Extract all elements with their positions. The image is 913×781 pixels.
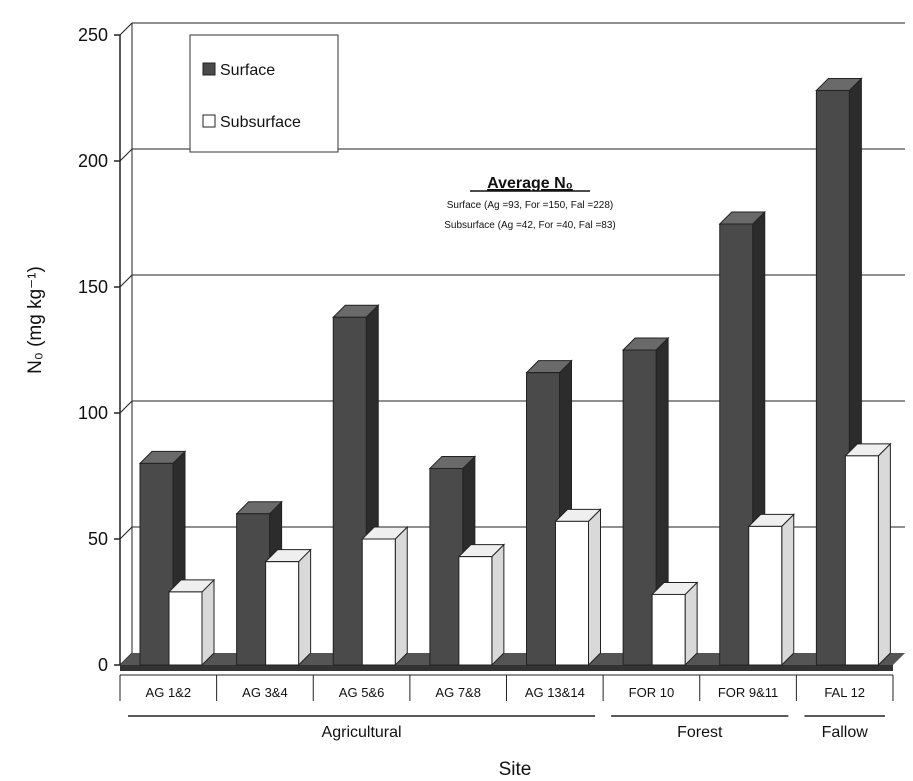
x-tick-label: AG 7&8: [435, 685, 481, 700]
annotation-line-surface: Surface (Ag =93, For =150, Fal =228): [447, 200, 613, 211]
floor-front: [120, 665, 893, 671]
bar-front: [651, 593, 686, 666]
bar-subsurface: [457, 543, 506, 667]
legend-label-surface: Surface: [220, 62, 275, 79]
floor-top: [120, 653, 905, 665]
x-tick-label: AG 1&2: [146, 685, 192, 700]
grid-diagonal: [119, 148, 133, 162]
bar-subsurface: [747, 513, 795, 667]
x-tick-label: FOR 10: [629, 685, 675, 700]
legend-label-subsurface: Subsurface: [220, 114, 301, 131]
x-axis-title: Site: [499, 759, 532, 780]
grid-diagonal: [119, 22, 133, 36]
bar-side: [201, 578, 215, 667]
bar-front: [555, 520, 589, 666]
bar-front: [429, 467, 464, 666]
y-tick-label: 100: [78, 403, 108, 423]
bar-front: [168, 591, 203, 666]
bar-subsurface: [264, 548, 312, 667]
x-tick-label: AG 13&14: [525, 685, 585, 700]
bar-front: [458, 556, 493, 666]
bar-subsurface: [361, 525, 409, 667]
bar-front: [622, 349, 657, 666]
bar-surface: [621, 336, 670, 667]
bar-side: [491, 543, 505, 667]
bar-front: [844, 455, 879, 666]
bar-front: [526, 372, 560, 666]
legend-swatch-subsurface: [202, 114, 216, 128]
x-tick-label: FAL 12: [824, 685, 865, 700]
group-label: Forest: [677, 724, 723, 741]
bar-subsurface: [167, 578, 216, 667]
bar-front: [361, 538, 396, 666]
x-tick-label: FOR 9&11: [718, 685, 778, 700]
bar-subsurface: [650, 581, 699, 667]
legend-swatch-surface: [202, 62, 216, 76]
grid-diagonal: [119, 400, 133, 414]
average-annotation: Average N₀ Surface (Ag =93, For =150, Fa…: [444, 175, 615, 231]
bar-side: [394, 525, 408, 667]
legend-box: [189, 34, 339, 153]
y-tick-label: 250: [78, 25, 108, 45]
bar-front: [719, 223, 754, 666]
bar-front: [815, 89, 850, 666]
annotation-title: Average N₀: [487, 175, 573, 192]
y-tick-label: 150: [78, 277, 108, 297]
y-tick-label: 200: [78, 151, 108, 171]
grid-diagonal: [119, 274, 133, 288]
y-tick-label: 50: [88, 529, 108, 549]
bar-side: [684, 581, 698, 667]
bar-subsurface: [554, 508, 602, 667]
bar-front: [332, 316, 367, 666]
bar-surface: [428, 455, 477, 667]
y-tick-label: 0: [98, 655, 108, 675]
y-axis-title: N₀ (mg kg⁻¹): [25, 266, 46, 374]
bar-front: [236, 513, 271, 666]
annotation-line-subsurface: Subsurface (Ag =42, For =40, Fal =83): [444, 220, 615, 231]
grid-diagonal: [119, 526, 133, 540]
bar-side: [781, 513, 795, 667]
bar-subsurface: [844, 442, 892, 667]
axis-layer: 0 50 100 150 200 250 AG 1&2 AG 3&4 AG 5&6 AG 7&8 A…: [78, 23, 894, 741]
group-label: Agricultural: [322, 724, 402, 741]
bar-front: [748, 525, 783, 666]
x-tick-label: AG 5&6: [339, 685, 385, 700]
legend: Surface Subsurface: [189, 34, 339, 153]
bar-side: [298, 548, 312, 667]
bar-front: [139, 462, 174, 666]
bar-side: [877, 442, 891, 667]
bars-layer: [138, 77, 892, 667]
bar-front: [265, 561, 300, 666]
bar-surface: [138, 450, 187, 667]
chart-floor: [120, 653, 905, 671]
x-tick-label: AG 3&4: [242, 685, 288, 700]
bar-side: [588, 508, 601, 667]
group-label: Fallow: [822, 724, 869, 741]
